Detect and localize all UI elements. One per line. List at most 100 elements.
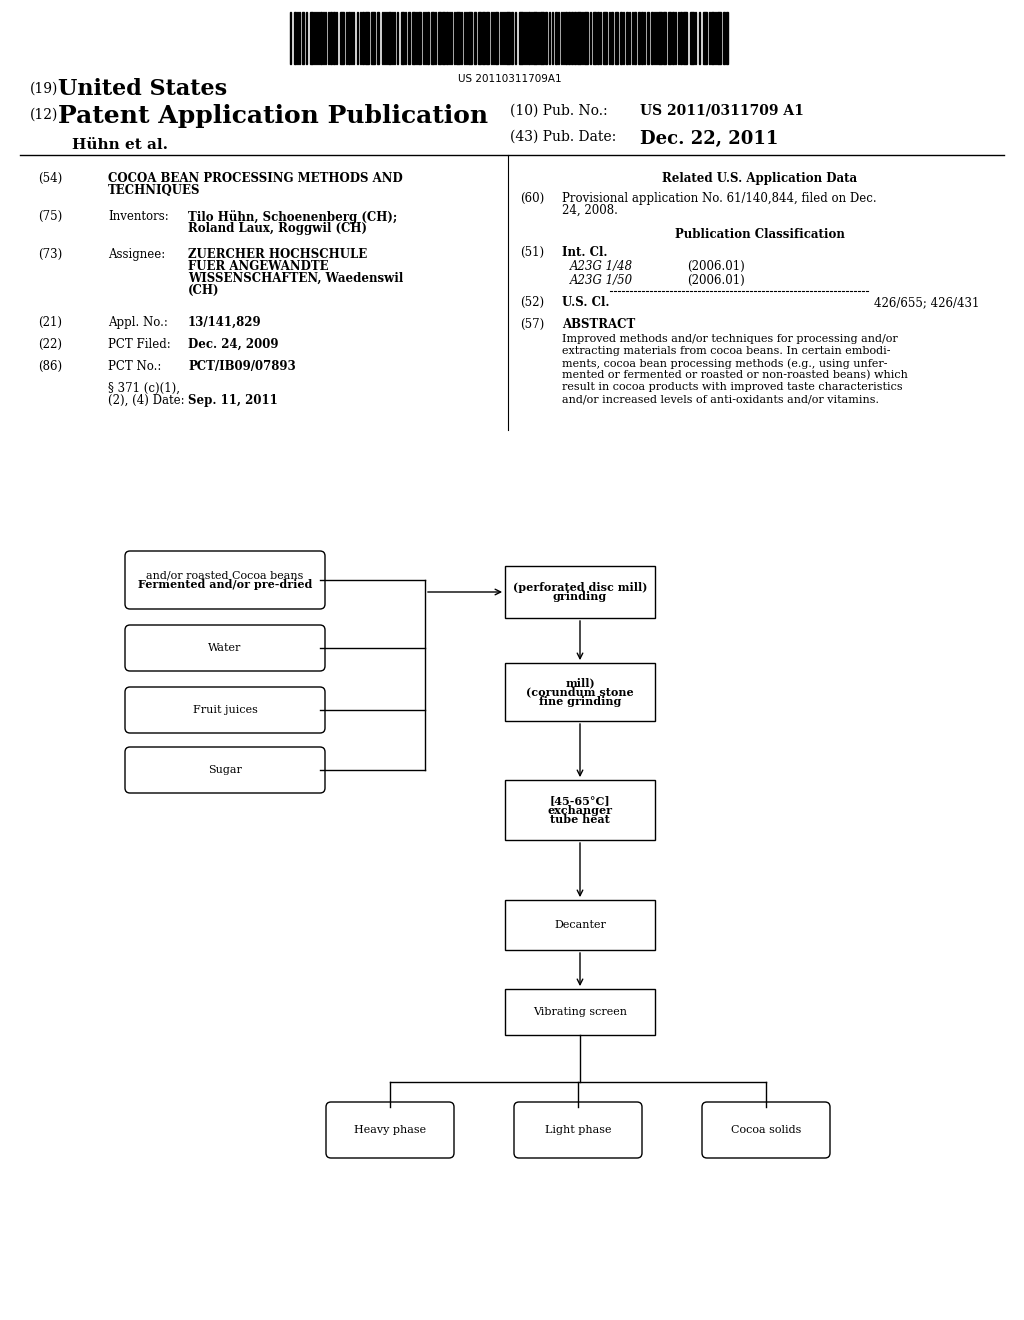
Text: A23G 1/48: A23G 1/48 (570, 260, 633, 273)
Text: (2), (4) Date:: (2), (4) Date: (108, 393, 184, 407)
Bar (401, 12, 404, 63)
Bar (565, 12, 567, 63)
Text: Heavy phase: Heavy phase (354, 1125, 426, 1135)
Text: U.S. Cl.: U.S. Cl. (562, 296, 609, 309)
Text: exchanger: exchanger (548, 804, 612, 816)
Bar (690, 12, 694, 63)
Text: (22): (22) (38, 338, 62, 351)
Bar (545, 12, 547, 63)
FancyBboxPatch shape (702, 1102, 830, 1158)
FancyBboxPatch shape (125, 686, 325, 733)
Text: Sep. 11, 2011: Sep. 11, 2011 (188, 393, 278, 407)
Bar (482, 12, 485, 63)
Text: (21): (21) (38, 315, 62, 329)
Bar (438, 12, 441, 63)
Text: and/or roasted Cocoa beans: and/or roasted Cocoa beans (146, 570, 304, 579)
Bar (711, 12, 714, 63)
Bar (534, 12, 537, 63)
Bar (505, 900, 655, 950)
Text: ments, cocoa bean processing methods (e.g., using unfer-: ments, cocoa bean processing methods (e.… (562, 358, 888, 368)
Text: (86): (86) (38, 360, 62, 374)
Bar (474, 12, 476, 63)
Text: Tilo Hühn, Schoenenberg (CH);: Tilo Hühn, Schoenenberg (CH); (188, 210, 397, 224)
Bar (371, 12, 375, 63)
Bar (506, 12, 510, 63)
Text: Assignee:: Assignee: (108, 248, 165, 261)
Bar (431, 12, 434, 63)
Bar (593, 12, 596, 63)
Text: mented or fermented or roasted or non-roasted beans) which: mented or fermented or roasted or non-ro… (562, 370, 908, 380)
Bar (478, 12, 481, 63)
Text: PCT/IB09/07893: PCT/IB09/07893 (188, 360, 296, 374)
Text: ZUERCHER HOCHSCHULE: ZUERCHER HOCHSCHULE (188, 248, 368, 261)
Text: Fermented and/or pre-dried: Fermented and/or pre-dried (138, 579, 312, 590)
Text: Provisional application No. 61/140,844, filed on Dec.: Provisional application No. 61/140,844, … (562, 191, 877, 205)
Bar (611, 12, 613, 63)
Text: (19): (19) (30, 82, 58, 96)
Text: Fruit juices: Fruit juices (193, 705, 257, 715)
Text: Cocoa solids: Cocoa solids (731, 1125, 801, 1135)
Text: TECHNIQUES: TECHNIQUES (108, 183, 201, 197)
Text: United States: United States (58, 78, 227, 100)
Bar (330, 12, 332, 63)
Bar (574, 12, 575, 63)
FancyBboxPatch shape (125, 624, 325, 671)
Text: (CH): (CH) (188, 284, 219, 297)
Text: 24, 2008.: 24, 2008. (562, 205, 617, 216)
Text: (43) Pub. Date:: (43) Pub. Date: (510, 129, 616, 144)
Bar (511, 12, 513, 63)
Text: Improved methods and/or techniques for processing and/or: Improved methods and/or techniques for p… (562, 334, 898, 345)
Text: Related U.S. Application Data: Related U.S. Application Data (663, 172, 857, 185)
Bar (456, 12, 460, 63)
Text: (54): (54) (38, 172, 62, 185)
Text: (10) Pub. No.:: (10) Pub. No.: (510, 104, 607, 117)
Text: § 371 (c)(1),: § 371 (c)(1), (108, 381, 180, 395)
Bar (505, 663, 655, 721)
Text: (2006.01): (2006.01) (687, 275, 744, 286)
Text: [45-65°C]: [45-65°C] (550, 795, 610, 807)
Text: Patent Application Publication: Patent Application Publication (58, 104, 488, 128)
Bar (638, 12, 640, 63)
Bar (377, 12, 379, 63)
Bar (723, 12, 725, 63)
Text: (73): (73) (38, 248, 62, 261)
Bar (568, 12, 570, 63)
Bar (388, 12, 391, 63)
Bar (519, 12, 523, 63)
Bar (651, 12, 653, 63)
Bar (418, 12, 421, 63)
Text: COCOA BEAN PROCESSING METHODS AND: COCOA BEAN PROCESSING METHODS AND (108, 172, 402, 185)
Bar (703, 12, 707, 63)
Bar (683, 12, 687, 63)
Bar (584, 12, 588, 63)
FancyBboxPatch shape (514, 1102, 642, 1158)
Bar (412, 12, 415, 63)
Text: Light phase: Light phase (545, 1125, 611, 1135)
Bar (626, 12, 628, 63)
Text: Decanter: Decanter (554, 920, 606, 931)
Text: fine grinding: fine grinding (539, 696, 622, 708)
Bar (555, 12, 557, 63)
Bar (603, 12, 607, 63)
Bar (310, 12, 313, 63)
Bar (577, 12, 581, 63)
FancyBboxPatch shape (326, 1102, 454, 1158)
Text: grinding: grinding (553, 591, 607, 602)
Bar (319, 12, 322, 63)
Text: Appl. No.:: Appl. No.: (108, 315, 168, 329)
Text: (57): (57) (520, 318, 544, 331)
Bar (647, 12, 649, 63)
Bar (615, 12, 618, 63)
Text: Water: Water (208, 643, 242, 653)
Bar (486, 12, 489, 63)
Text: (52): (52) (520, 296, 544, 309)
Bar (658, 12, 662, 63)
Bar (663, 12, 666, 63)
Text: 13/141,829: 13/141,829 (188, 315, 261, 329)
Bar (302, 12, 304, 63)
Text: Publication Classification: Publication Classification (675, 228, 845, 242)
Bar (717, 12, 721, 63)
Text: A23G 1/50: A23G 1/50 (570, 275, 633, 286)
Text: (60): (60) (520, 191, 544, 205)
Bar (540, 12, 544, 63)
